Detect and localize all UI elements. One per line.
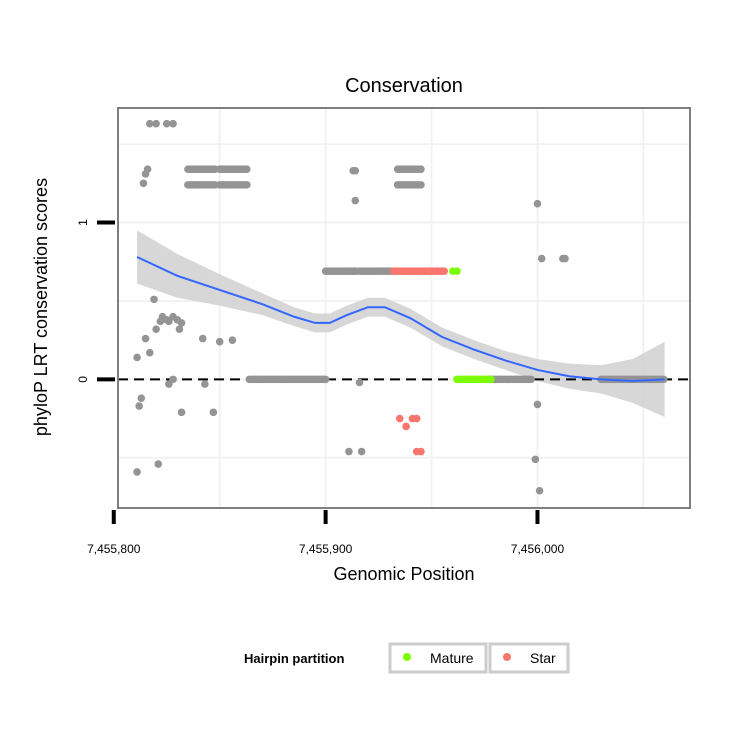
data-point [321, 375, 330, 384]
legend-label-mature: Mature [430, 650, 474, 666]
data-point [152, 325, 160, 333]
series-star [389, 267, 449, 456]
x-axis-label: Genomic Position [333, 564, 474, 584]
data-point [152, 119, 160, 128]
data-point [201, 380, 209, 388]
x-axis-ticks: 7,455,800 7,455,900 7,456,000 [87, 510, 564, 556]
data-point [412, 414, 421, 423]
data-point [533, 199, 542, 208]
data-point [531, 455, 540, 464]
legend-key-box-mature [388, 642, 488, 674]
data-point [243, 165, 251, 173]
data-point [243, 181, 251, 189]
series-mature [448, 267, 495, 384]
data-point [135, 402, 143, 410]
y-axis-label: phyloP LRT conservation scores [31, 178, 51, 436]
x-tick-label: 7,455,800 [87, 542, 141, 556]
data-point [169, 119, 177, 128]
data-point [133, 468, 141, 476]
data-point [527, 375, 535, 384]
data-point [345, 447, 353, 456]
data-point [133, 353, 141, 362]
data-point [417, 165, 425, 173]
data-point [177, 408, 186, 417]
data-point [150, 295, 158, 304]
data-point [561, 254, 569, 263]
data-point [145, 119, 154, 128]
series-other [133, 119, 668, 495]
confidence-band [137, 230, 665, 418]
data-point [177, 319, 186, 327]
data-point [139, 179, 148, 188]
data-point [453, 267, 461, 275]
data-point [154, 460, 163, 468]
data-point [198, 334, 207, 343]
data-point [228, 336, 237, 344]
panel-border [117, 107, 691, 509]
x-tick-label: 7,455,900 [299, 542, 353, 556]
data-point [209, 408, 218, 417]
y-tick-label: 0 [76, 376, 90, 383]
data-point [215, 337, 224, 346]
data-point [417, 181, 425, 189]
data-point [487, 375, 495, 384]
data-point [440, 267, 449, 275]
data-point [351, 166, 360, 175]
y-tick-label: 1 [76, 219, 90, 226]
data-point [351, 196, 360, 205]
legend-title: Hairpin partition [244, 651, 344, 666]
data-point [143, 165, 152, 173]
data-point [162, 119, 171, 128]
data-point [417, 447, 425, 456]
smooth-fit-line [136, 256, 665, 382]
plot-panel [117, 107, 691, 509]
data-point [533, 400, 542, 409]
data-point [355, 378, 364, 387]
data-point [395, 414, 404, 423]
x-tick-label: 7,456,000 [511, 542, 565, 556]
y-axis-ticks: 01 [76, 219, 115, 383]
data-point [535, 486, 544, 495]
data-point [357, 447, 366, 456]
legend: Hairpin partition Mature Star [244, 642, 570, 674]
data-point [137, 394, 146, 402]
data-point [141, 334, 150, 343]
data-point [402, 422, 410, 431]
legend-mature-swatch [403, 653, 411, 661]
chart-title: Conservation [345, 75, 463, 97]
data-point [175, 325, 184, 333]
legend-key-box-star [488, 642, 570, 674]
legend-star-swatch [503, 653, 511, 661]
data-point [537, 254, 546, 263]
legend-label-star: Star [530, 650, 556, 666]
data-point [169, 375, 177, 384]
data-point [145, 348, 154, 357]
